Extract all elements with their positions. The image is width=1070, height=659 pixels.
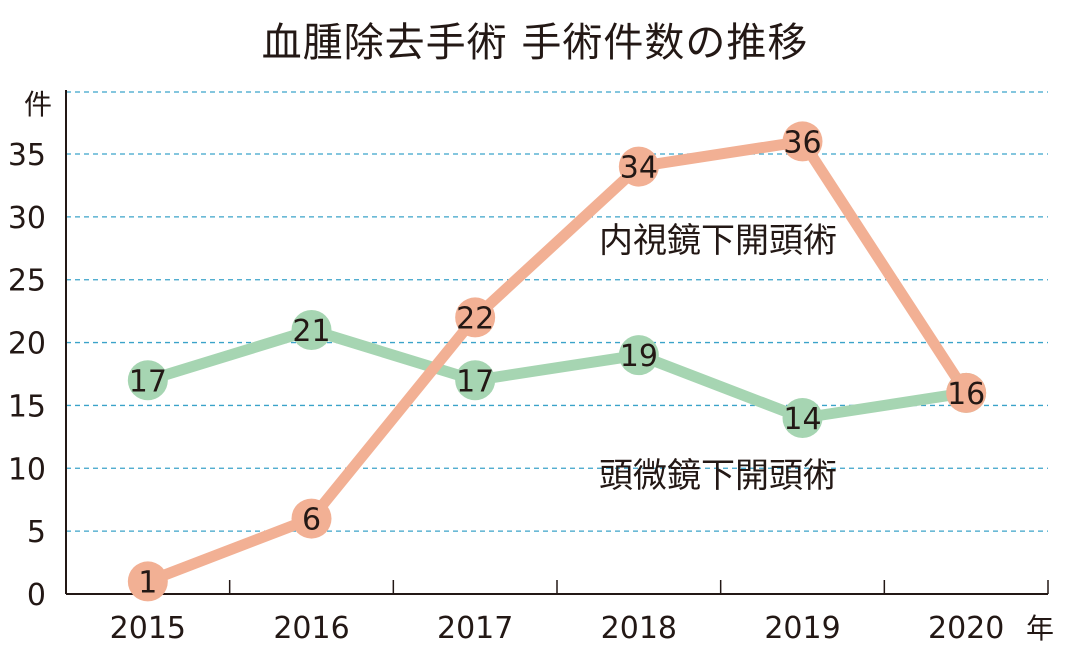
axes [65,90,1049,595]
y-tick-labels: 0 5 10 15 20 25 30 35 [8,138,46,613]
data-label: 17 [129,364,167,399]
data-label: 16 [947,377,985,412]
x-tick-label: 2016 [273,611,349,646]
y-tick-label: 10 [8,452,46,487]
x-tick-label: 2019 [764,611,840,646]
data-label: 17 [456,364,494,399]
series-label-endoscopic: 内視鏡下開頭術 [599,221,837,261]
series-label-microscopic: 頭微鏡下開頭術 [599,456,837,496]
data-point [618,146,659,187]
x-tick-label: 2020 [928,611,1004,646]
y-tick-label: 35 [8,138,46,173]
data-point [127,360,168,401]
gridlines [66,91,1048,532]
data-label: 1 [138,565,157,600]
data-label: 36 [783,125,821,160]
y-tick-label: 25 [8,264,46,299]
x-axis-unit-label: 年 [1026,612,1054,645]
data-point [127,561,168,602]
series-line-0 [142,324,972,424]
data-point [455,297,496,338]
data-label: 34 [620,151,658,186]
y-tick-label: 20 [8,327,46,362]
x-tick-labels: 2015 2016 2017 2018 2019 2020 [110,611,1005,646]
y-tick-label: 5 [27,515,46,550]
data-point [782,398,823,438]
x-tick-label: 2018 [601,611,677,646]
data-point [291,310,332,350]
data-label: 19 [620,339,658,374]
data-point [782,121,823,162]
data-label: 22 [456,301,494,336]
data-point [455,360,496,401]
data-point [946,372,987,413]
x-tick-label: 2017 [437,611,513,646]
y-tick-label: 30 [8,201,46,236]
data-label: 14 [783,402,821,437]
y-tick-label: 0 [27,578,46,613]
series-line-1 [142,135,972,587]
data-point [291,498,332,539]
y-tick-label: 15 [8,389,46,424]
chart-title: 血腫除去手術 手術件数の推移 [261,20,809,66]
data-label: 21 [292,314,330,349]
y-axis-unit-label: 件 [24,88,52,121]
series-lines [142,135,972,587]
data-point [618,335,659,376]
x-tick-label: 2015 [110,611,186,646]
data-label: 6 [302,503,321,538]
data-points: 1721171914161622343616 [127,121,987,602]
